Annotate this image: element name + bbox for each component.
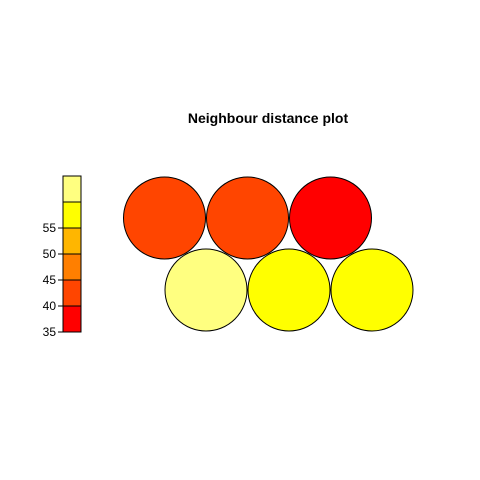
chart-title: Neighbour distance plot [188, 110, 349, 126]
legend-bin-2 [62, 253, 82, 281]
legend-bin-5 [62, 175, 82, 203]
som-unit-r1-c1 [164, 248, 248, 332]
legend-bin-4 [62, 201, 82, 229]
legend-tick-label: 45 [43, 273, 57, 287]
legend-bin-3 [62, 227, 82, 255]
som-unit-r2-c1 [123, 176, 206, 260]
legend-tick-label: 50 [43, 247, 57, 261]
color-scale-legend: 35 40 45 50 55 [43, 175, 82, 339]
legend-bin-1 [62, 279, 82, 307]
som-unit-r2-c3 [289, 176, 372, 260]
som-unit-r1-c3 [330, 248, 414, 332]
legend-tick-label: 40 [43, 299, 57, 313]
legend-bin-0 [62, 305, 82, 333]
som-unit-r2-c2 [206, 176, 289, 260]
legend-tick-label: 35 [43, 325, 57, 339]
som-unit-r1-c2 [247, 248, 331, 332]
som-units [123, 176, 414, 332]
legend-tick-label: 55 [43, 221, 57, 235]
